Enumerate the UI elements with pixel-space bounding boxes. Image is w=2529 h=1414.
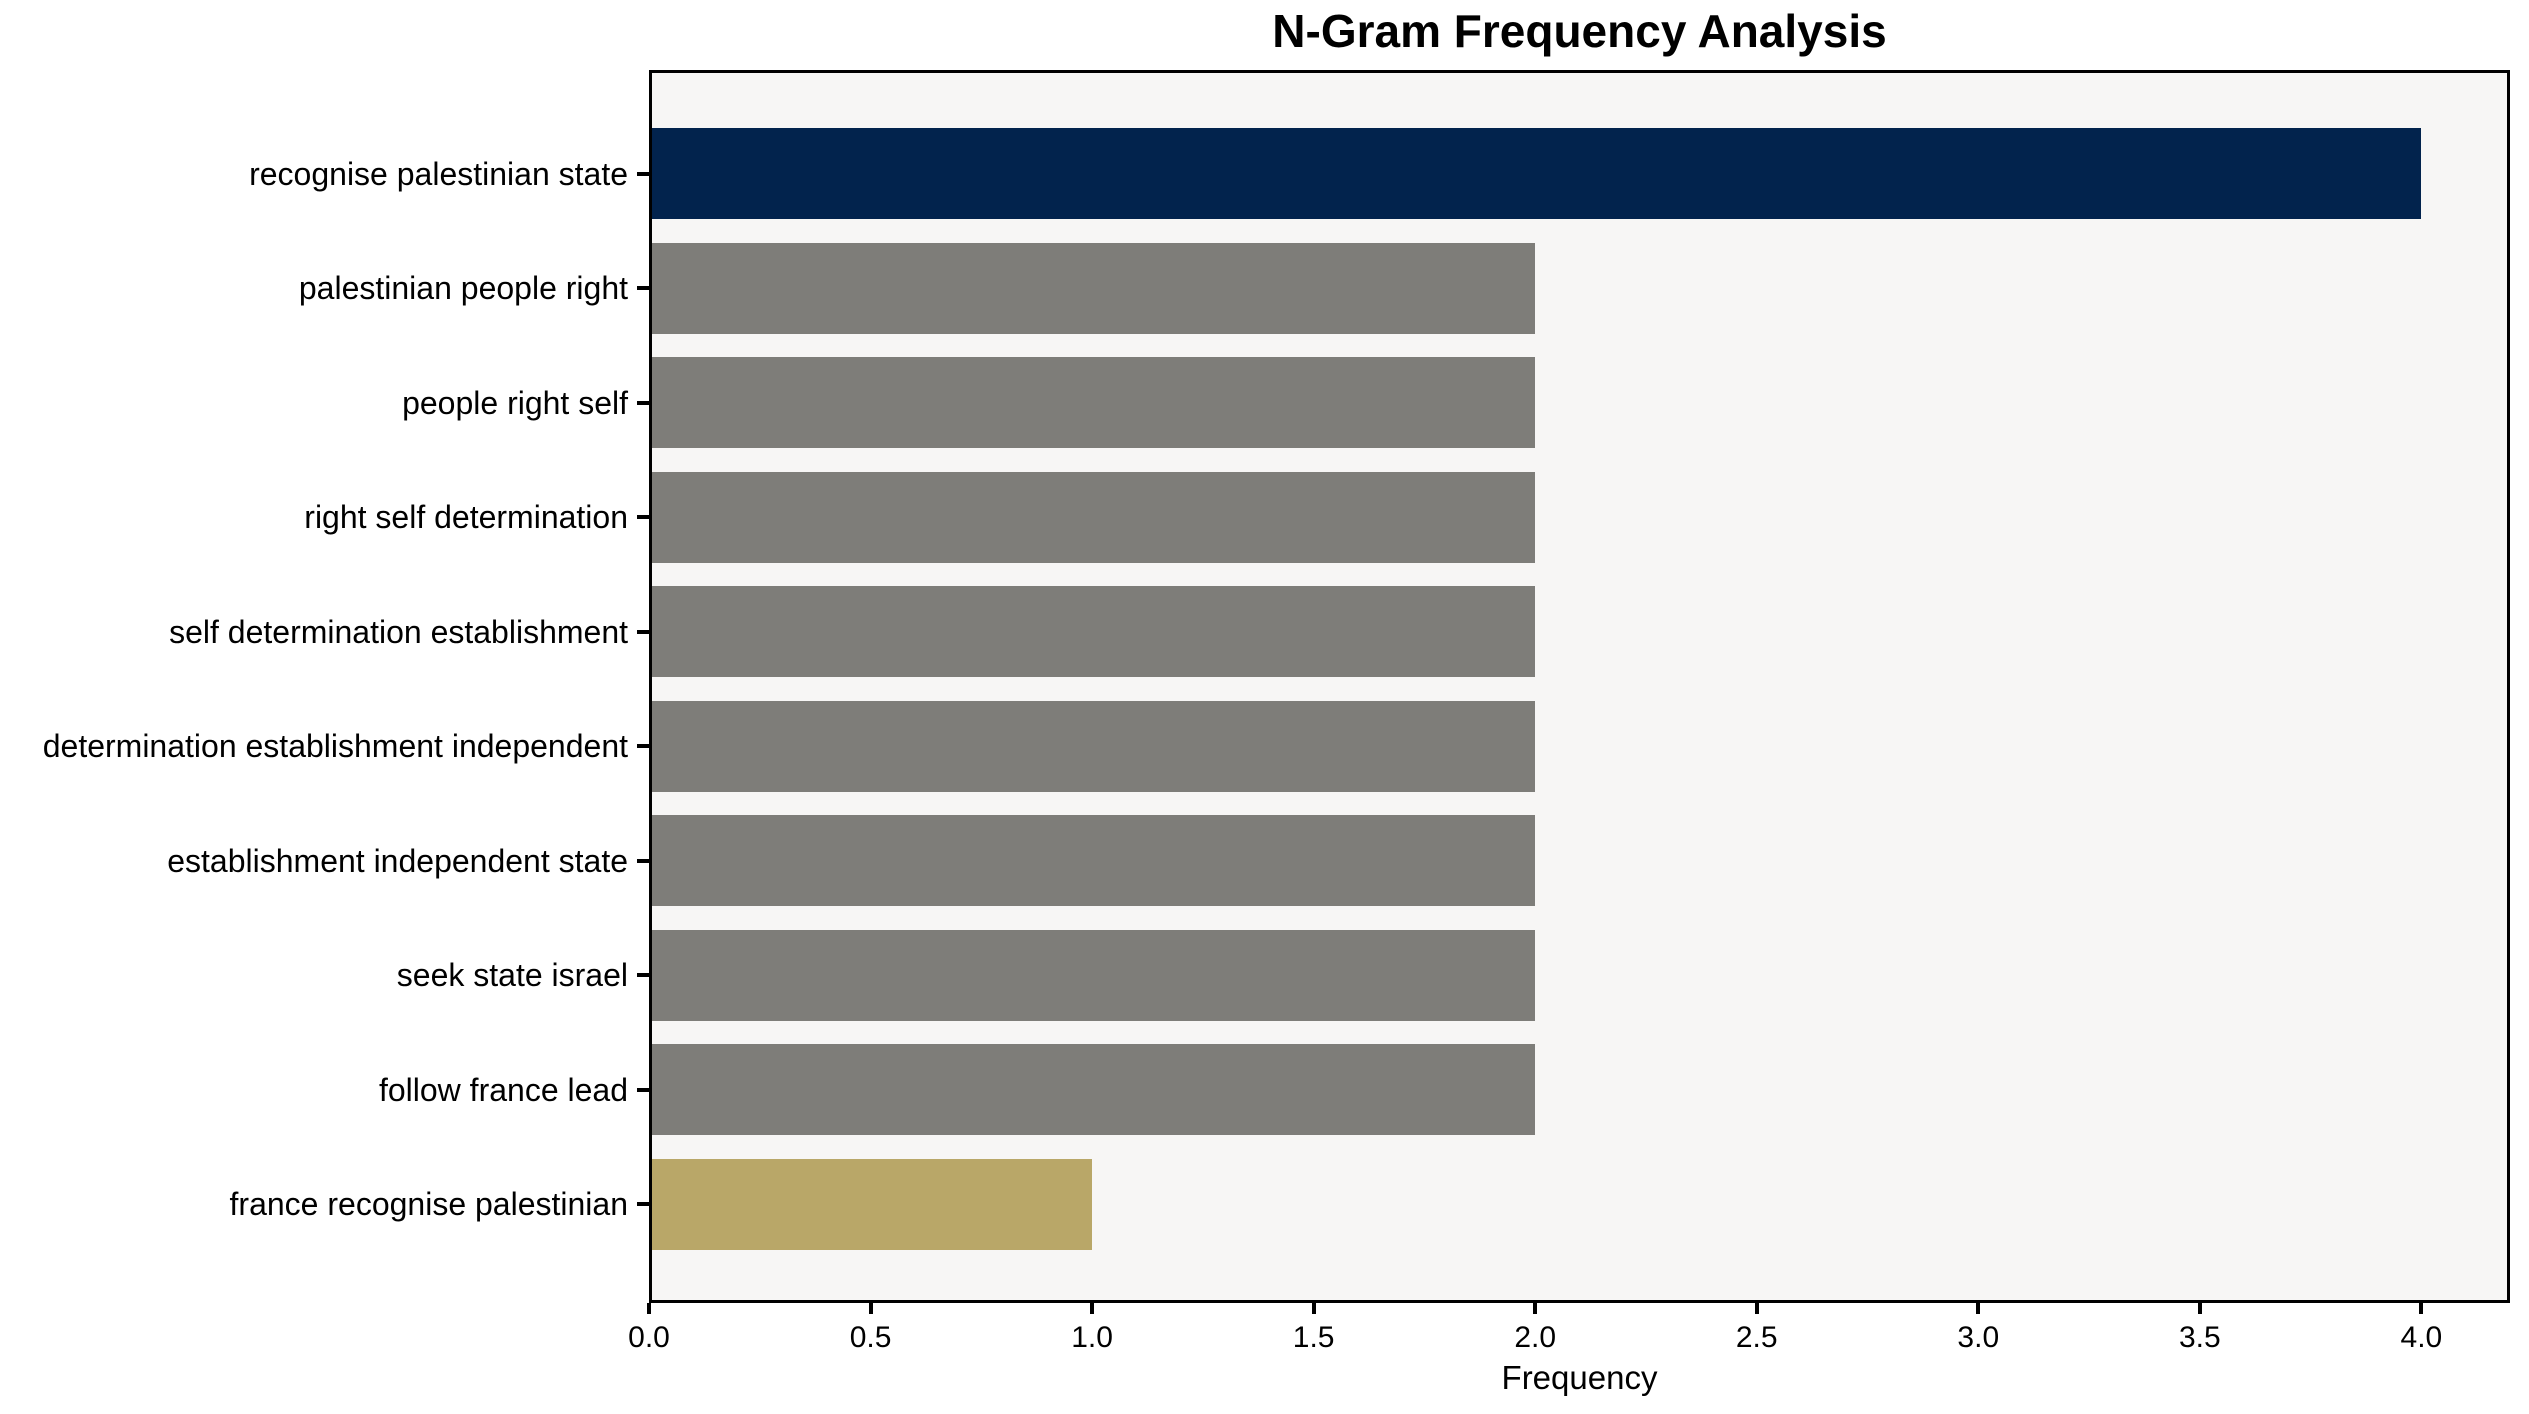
x-tick-mark (1533, 1303, 1538, 1314)
bar (649, 815, 1536, 906)
x-tick-mark (2419, 1303, 2424, 1314)
x-tick-mark (868, 1303, 873, 1314)
x-tick-mark (2197, 1303, 2202, 1314)
bar (649, 1158, 1093, 1250)
x-tick-mark (1311, 1303, 1316, 1314)
chart-title: N-Gram Frequency Analysis (1272, 5, 1887, 57)
bar (649, 357, 1536, 448)
y-tick-mark (637, 515, 649, 519)
x-tick-label: 3.5 (2178, 1321, 2221, 1354)
y-tick-mark (637, 1087, 649, 1092)
y-tick-label: self determination establishment (169, 613, 628, 650)
x-tick-label: 0.5 (849, 1321, 892, 1354)
y-tick-label: determination establishment independent (42, 728, 628, 764)
y-tick-label: seek state israel (396, 957, 628, 993)
y-tick-mark (637, 286, 649, 290)
x-tick-label: 2.5 (1735, 1321, 1778, 1354)
x-axis-label: Frequency (1501, 1359, 1658, 1396)
y-tick-mark (637, 171, 649, 176)
y-tick-mark (637, 400, 649, 405)
bar (649, 128, 2422, 219)
y-tick-mark (637, 1202, 649, 1206)
y-tick-mark (637, 744, 649, 748)
x-tick-label: 0.0 (628, 1321, 670, 1354)
y-tick-label: france recognise palestinian (229, 1186, 628, 1222)
bar (649, 700, 1536, 792)
y-tick-mark (637, 858, 649, 863)
bar (649, 929, 1536, 1021)
x-tick-label: 4.0 (2400, 1321, 2443, 1354)
y-tick-mark (637, 629, 649, 634)
bar (649, 471, 1536, 563)
x-tick-label: 1.5 (1292, 1321, 1335, 1354)
x-tick-label: 3.0 (1957, 1321, 2000, 1354)
y-tick-label: right self determination (304, 499, 628, 535)
bar (649, 586, 1536, 677)
bar (649, 1044, 1536, 1135)
bar (649, 242, 1536, 334)
x-tick-mark (1090, 1303, 1095, 1314)
y-tick-label: people right self (402, 384, 628, 421)
x-tick-mark (1754, 1303, 1759, 1314)
x-tick-label: 2.0 (1514, 1321, 1557, 1354)
x-tick-mark (1976, 1303, 1981, 1314)
y-tick-label: follow france lead (378, 1071, 628, 1108)
x-tick-mark (647, 1303, 651, 1314)
plot-area (649, 70, 2510, 1303)
y-tick-label: establishment independent state (167, 842, 628, 879)
y-tick-label: palestinian people right (298, 270, 628, 306)
y-tick-label: recognise palestinian state (249, 155, 628, 192)
x-tick-label: 1.0 (1071, 1321, 1113, 1354)
y-tick-mark (637, 973, 649, 977)
